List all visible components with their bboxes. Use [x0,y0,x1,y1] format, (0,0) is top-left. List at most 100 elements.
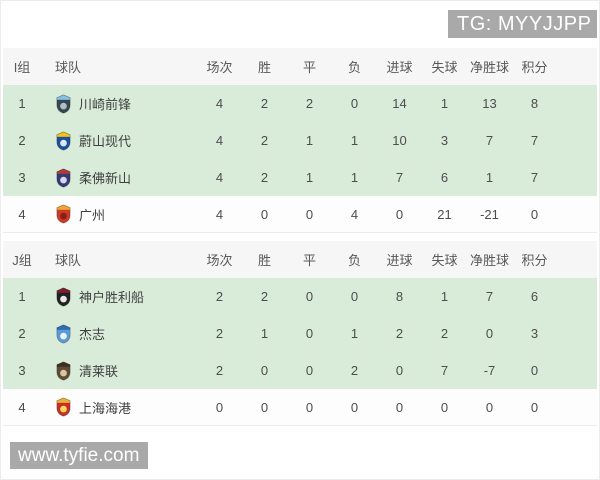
col-won: 胜 [257,253,271,268]
stat-points: 0 [530,206,539,222]
col-played: 场次 [206,253,233,268]
stat-lost: 2 [350,363,359,378]
stat-lost: 0 [350,96,359,111]
stat-won: 2 [260,170,269,185]
table-row: 1 川崎前锋 4 2 2 0 [3,85,597,122]
stat-played: 4 [215,96,224,111]
team-rank: 1 [18,96,26,111]
team-name: 柔佛新山 [79,171,132,186]
ulsan-hyundai-crest-icon [56,130,71,151]
stat-goal-diff: 7 [485,133,494,148]
stat-won: 0 [260,363,269,378]
stat-drawn: 0 [305,289,314,304]
table-row: 1 神户胜利船 2 2 0 0 [3,278,597,315]
stat-points: 3 [530,326,539,341]
team-rank: 1 [18,289,26,304]
stat-points: 7 [530,170,539,185]
table-row: 4 上海海港 0 0 0 0 [3,389,597,426]
team-rank: 4 [18,399,26,415]
stat-goals-against: 0 [440,399,449,415]
stat-goals-against: 1 [440,96,449,111]
col-goals-for: 进球 [386,60,413,75]
stat-won: 2 [260,96,269,111]
col-points: 积分 [521,253,548,268]
col-goals-against: 失球 [431,60,458,75]
stat-drawn: 0 [305,206,314,222]
stat-goal-diff: -7 [483,363,496,378]
stat-goals-for: 10 [392,133,407,148]
stat-goals-for: 0 [395,206,404,222]
stat-drawn: 0 [305,363,314,378]
stat-goals-for: 0 [395,399,404,415]
chiangrai-united-crest-icon [56,360,71,381]
table-row: 3 柔佛新山 4 2 1 1 [3,159,597,196]
group-label: J组 [12,253,32,268]
stat-played: 4 [215,206,224,222]
group-i-table: I组 球队 场次 胜 平 负 进球 失球 净胜球 积分 1 [3,48,597,233]
stat-points: 7 [530,133,539,148]
table-row: 4 广州 4 0 0 4 [3,196,597,233]
kawasaki-frontale-crest-icon [56,93,71,114]
stat-played: 2 [215,326,224,341]
stat-goals-against: 1 [440,289,449,304]
team-rank: 3 [18,170,26,185]
johor-crest-icon [56,167,71,188]
stat-lost: 1 [350,170,359,185]
team-name: 蔚山现代 [79,134,132,149]
stat-lost: 4 [350,206,359,222]
stat-played: 2 [215,363,224,378]
stat-won: 2 [260,289,269,304]
team-name: 杰志 [79,327,106,342]
stat-drawn: 0 [305,399,314,415]
col-played: 场次 [206,60,233,75]
team-name: 清莱联 [79,364,119,379]
group-i-header-row: I组 球队 场次 胜 平 负 进球 失球 净胜球 积分 [3,48,597,85]
table-row: 3 清莱联 2 0 0 2 [3,352,597,389]
group-j-table: J组 球队 场次 胜 平 负 进球 失球 净胜球 积分 1 [3,241,597,426]
stat-goals-for: 14 [392,96,407,111]
stat-played: 4 [215,170,224,185]
stat-goal-diff: -21 [480,206,499,222]
stat-goals-against: 2 [440,326,449,341]
team-name: 上海海港 [79,400,132,416]
stat-goals-against: 7 [440,363,449,378]
tg-watermark-text: TG: MYYJJPP [457,13,592,35]
table-divider [3,233,597,241]
col-won: 胜 [257,60,271,75]
team-name: 川崎前锋 [79,97,132,112]
stat-won: 0 [260,206,269,222]
stat-goal-diff: 0 [485,326,494,341]
stat-drawn: 0 [305,326,314,341]
stat-goal-diff: 7 [485,289,494,304]
stat-drawn: 1 [305,170,314,185]
team-column-header: 球队 [55,60,82,75]
stat-goals-for: 2 [395,326,404,341]
col-goal-diff: 净胜球 [469,253,509,268]
stat-goals-against: 6 [440,170,449,185]
group-standings: I组 球队 场次 胜 平 负 进球 失球 净胜球 积分 1 [3,48,597,426]
site-watermark-text: www.tyfie.com [18,445,140,466]
stat-goals-for: 7 [395,170,404,185]
stat-played: 0 [215,399,224,415]
vissel-kobe-crest-icon [56,286,71,307]
col-points: 积分 [521,60,548,75]
stat-goals-against: 21 [437,206,452,222]
team-rank: 3 [18,363,26,378]
team-name: 广州 [79,207,106,223]
stat-points: 6 [530,289,539,304]
col-drawn: 平 [302,253,316,268]
stat-lost: 1 [350,133,359,148]
team-name: 神户胜利船 [79,290,145,305]
stat-goals-against: 3 [440,133,449,148]
shanghai-port-crest-icon [56,397,71,417]
table-row: 2 杰志 2 1 0 1 [3,315,597,352]
stat-goals-for: 8 [395,289,404,304]
guangzhou-crest-icon [56,204,71,224]
stat-won: 2 [260,133,269,148]
stat-goals-for: 0 [395,363,404,378]
col-drawn: 平 [302,60,316,75]
stat-points: 8 [530,96,539,111]
team-rank: 2 [18,326,26,341]
group-label: I组 [13,60,31,75]
col-goals-for: 进球 [386,253,413,268]
